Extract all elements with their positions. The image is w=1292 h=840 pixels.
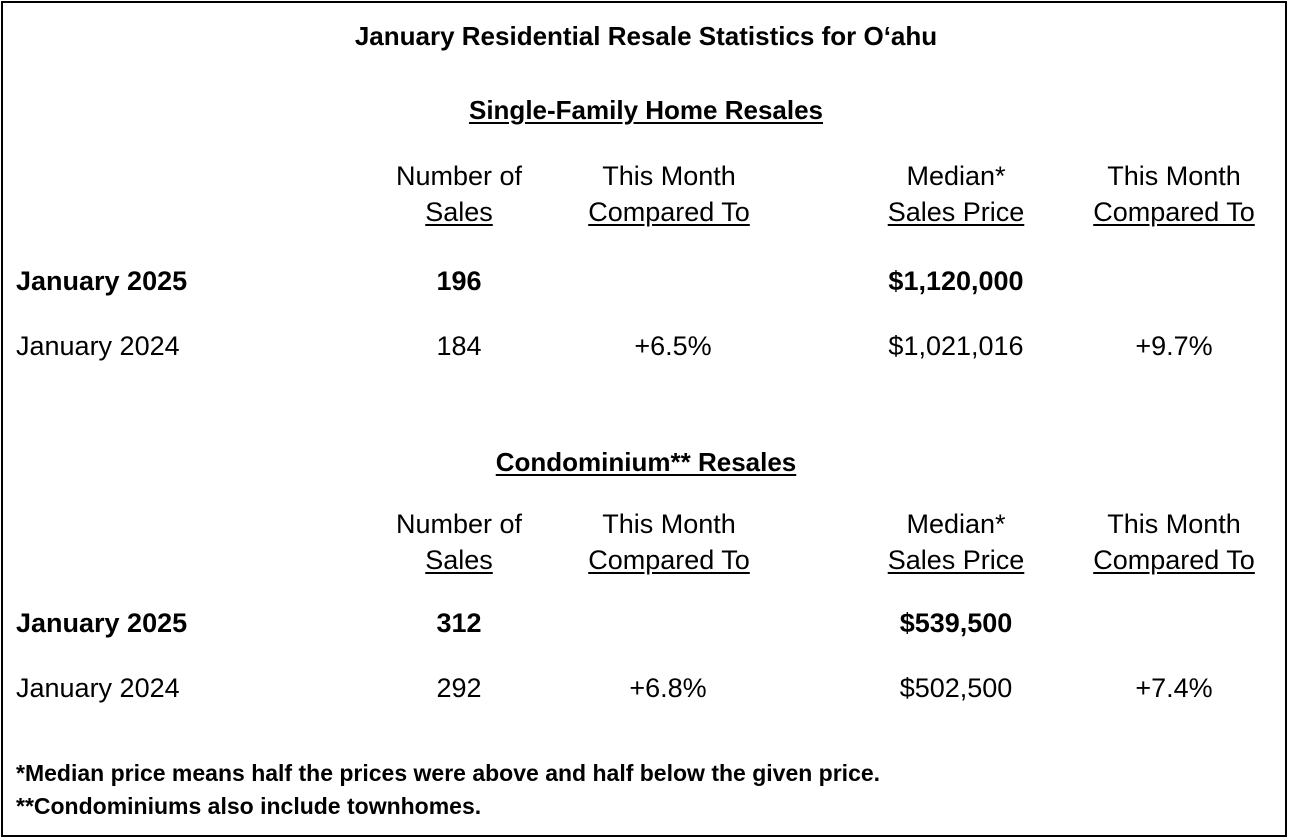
col-head-sales-line2: Sales	[425, 197, 493, 227]
cell-median-change: +7.4%	[1135, 673, 1213, 703]
footnote-condominium: **Condominiums also include townhomes.	[16, 793, 482, 819]
document-title: January Residential Resale Statistics fo…	[354, 21, 938, 51]
col-head-median-change-line1: This Month	[1107, 161, 1241, 191]
row-label-current: January 2025	[16, 266, 188, 296]
col-head-median-line2: Sales Price	[887, 545, 1025, 575]
row-label-prior: January 2024	[16, 331, 180, 361]
col-head-median-change-line1: This Month	[1107, 509, 1241, 539]
col-head-median-line2: Sales Price	[887, 197, 1025, 227]
cell-median-change: +9.7%	[1135, 331, 1213, 361]
col-head-sales-line2: Sales	[425, 545, 493, 575]
cell-median: $1,120,000	[888, 266, 1024, 296]
row-label-current: January 2025	[16, 608, 188, 638]
col-head-sales-line1: Number of	[395, 509, 523, 539]
cell-median: $1,021,016	[888, 331, 1024, 361]
section-heading-single-family: Single-Family Home Resales	[468, 95, 824, 125]
col-head-median-change-line2: Compared To	[1093, 545, 1255, 575]
col-head-sales-line1: Number of	[395, 161, 523, 191]
col-head-sales-change-line2: Compared To	[588, 197, 750, 227]
cell-sales: 312	[436, 608, 482, 638]
col-head-median-change-line2: Compared To	[1093, 197, 1255, 227]
cell-sales-change: +6.5%	[634, 331, 712, 361]
cell-sales: 292	[436, 673, 482, 703]
col-head-median-line1: Median*	[906, 161, 1006, 191]
col-head-sales-change-line1: This Month	[602, 509, 736, 539]
row-label-prior: January 2024	[16, 673, 180, 703]
col-head-sales-change-line2: Compared To	[588, 545, 750, 575]
cell-sales-change: +6.8%	[629, 673, 707, 703]
cell-sales: 184	[436, 331, 482, 361]
cell-median: $502,500	[899, 673, 1013, 703]
col-head-sales-change-line1: This Month	[602, 161, 736, 191]
cell-median: $539,500	[899, 608, 1013, 638]
section-heading-condominium: Condominium** Resales	[495, 447, 797, 477]
col-head-median-line1: Median*	[906, 509, 1006, 539]
cell-sales: 196	[436, 266, 482, 296]
footnote-median: *Median price means half the prices were…	[16, 760, 881, 786]
